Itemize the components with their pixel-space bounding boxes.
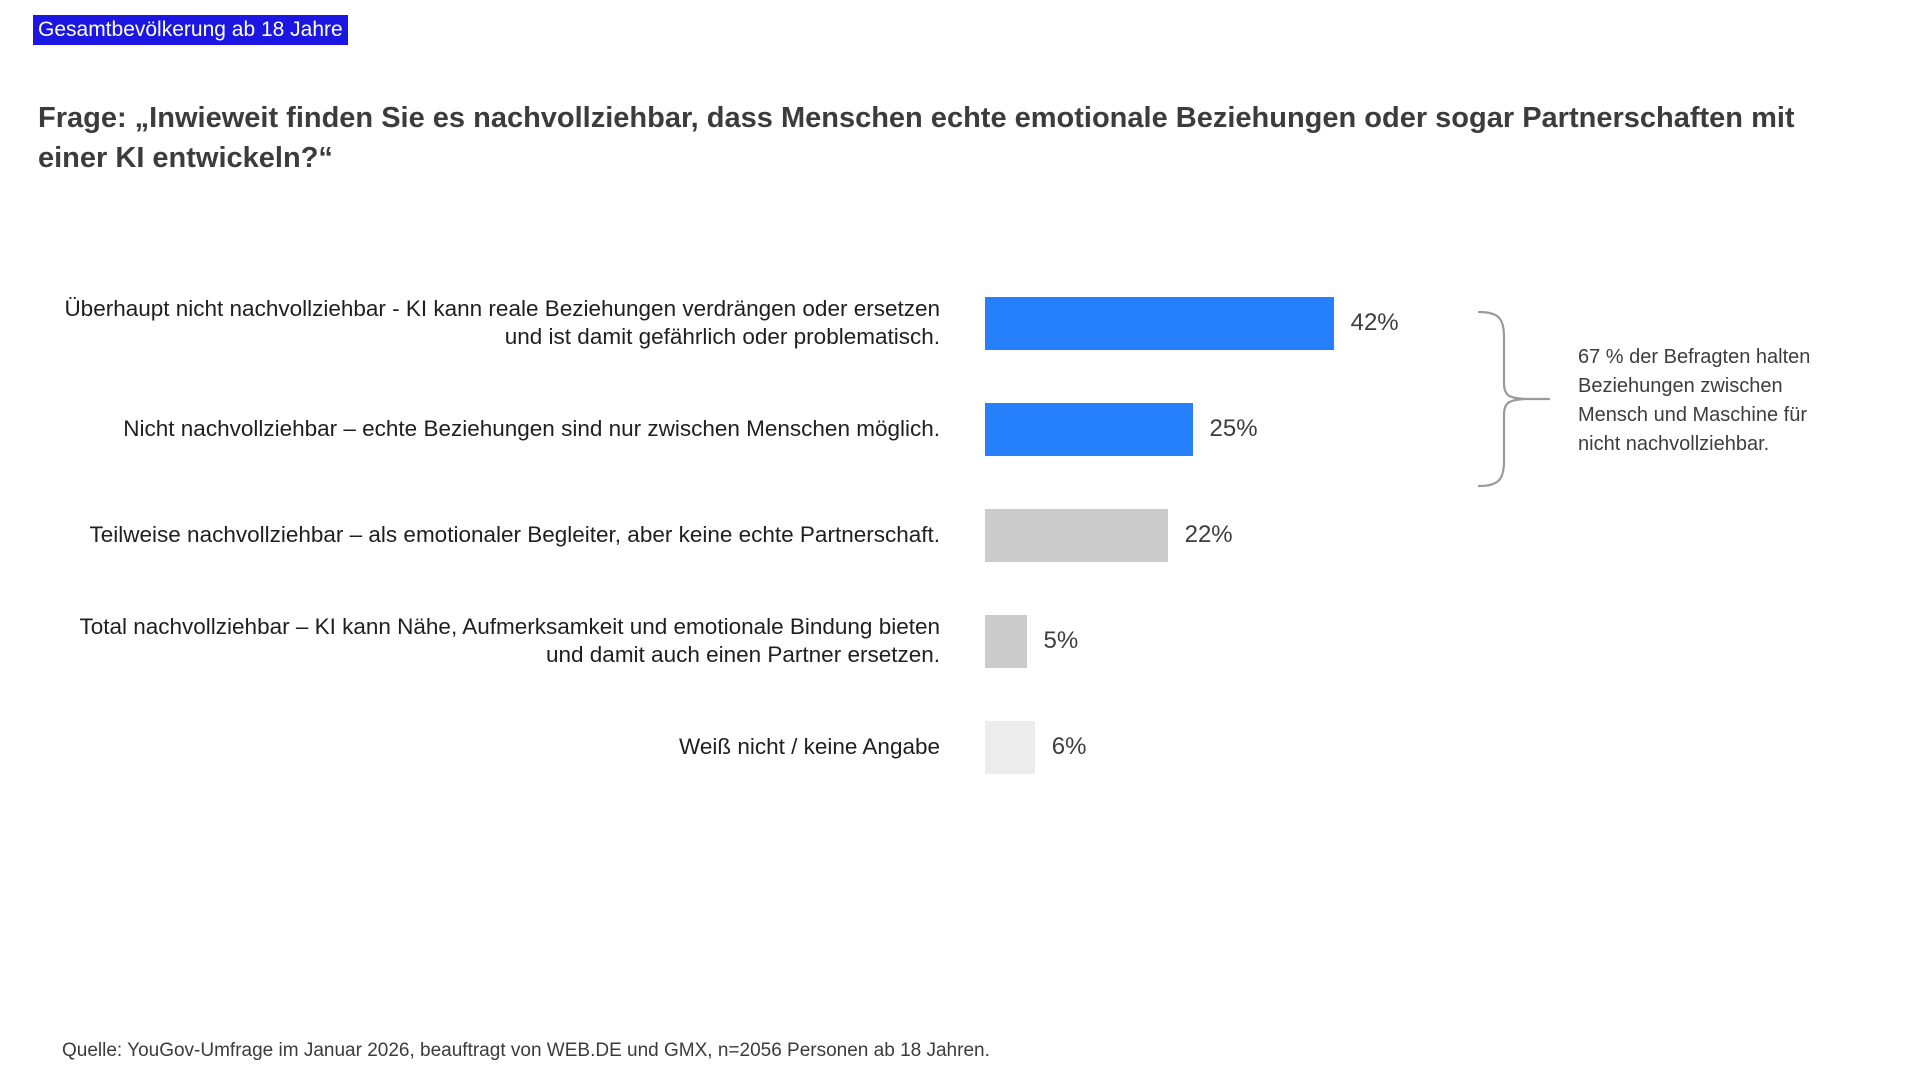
- bar-value: 5%: [1043, 627, 1079, 654]
- bar: [985, 402, 1193, 456]
- bar-cell: 25%: [985, 402, 1258, 456]
- bar-cell: 42%: [985, 296, 1399, 350]
- question-title: Frage: „Inwieweit finden Sie es nachvoll…: [38, 102, 1795, 174]
- chart-row: Weiß nicht / keine Angabe 6%: [40, 694, 1540, 800]
- bar-value: 42%: [1350, 309, 1399, 336]
- annotation-text: 67 % der Befragten halten Beziehungen zw…: [1578, 346, 1811, 455]
- brace-bracket-icon: [1477, 310, 1551, 488]
- bar: [985, 508, 1168, 562]
- bar-value: 6%: [1051, 733, 1087, 760]
- population-tag: Gesamtbevölkerung ab 18 Jahre: [33, 15, 348, 45]
- bar-label: Total nachvollziehbar – KI kann Nähe, Au…: [79, 614, 940, 667]
- bar-label: Weiß nicht / keine Angabe: [679, 734, 940, 759]
- bar-label: Teilweise nachvollziehbar – als emotiona…: [89, 522, 940, 547]
- bar-cell: 5%: [985, 614, 1079, 668]
- chart-row: Teilweise nachvollziehbar – als emotiona…: [40, 482, 1540, 588]
- bar-value: 22%: [1184, 521, 1233, 548]
- bar-label: Überhaupt nicht nachvollziehbar - KI kan…: [64, 296, 940, 349]
- source-note: Quelle: YouGov-Umfrage im Januar 2026, b…: [62, 1040, 990, 1061]
- bar-cell: 6%: [985, 720, 1087, 774]
- bar: [985, 720, 1035, 774]
- chart-row: Überhaupt nicht nachvollziehbar - KI kan…: [40, 270, 1540, 376]
- bar-value: 25%: [1209, 415, 1258, 442]
- bar-chart: Überhaupt nicht nachvollziehbar - KI kan…: [40, 270, 1540, 800]
- chart-row: Nicht nachvollziehbar – echte Beziehunge…: [40, 376, 1540, 482]
- bar-label: Nicht nachvollziehbar – echte Beziehunge…: [123, 416, 940, 441]
- bar: [985, 296, 1334, 350]
- chart-row: Total nachvollziehbar – KI kann Nähe, Au…: [40, 588, 1540, 694]
- bar: [985, 614, 1027, 668]
- bar-cell: 22%: [985, 508, 1233, 562]
